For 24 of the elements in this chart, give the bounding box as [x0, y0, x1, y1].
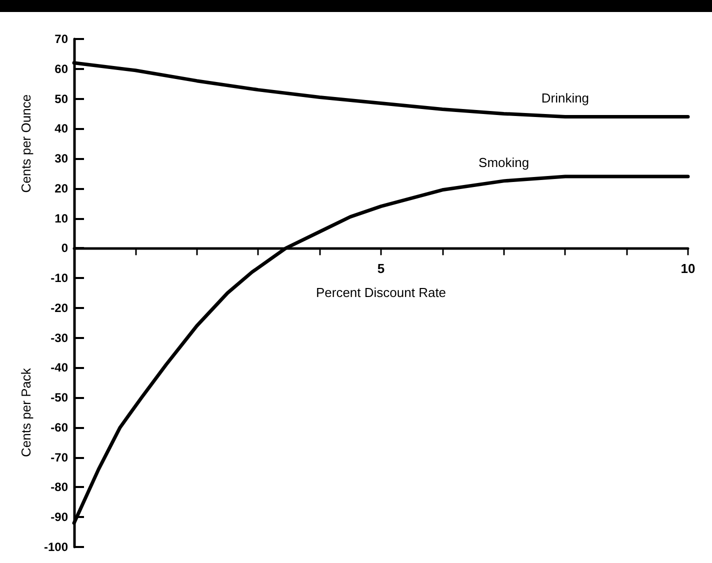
y-tick-label: 20 [54, 181, 68, 196]
y-tick-label: 60 [54, 62, 68, 76]
y-tick-label: 70 [54, 32, 68, 46]
y-tick-label: 50 [54, 92, 68, 106]
y-tick-label: -60 [50, 420, 68, 434]
y-tick-label: -80 [50, 480, 68, 494]
series-label: Smoking [478, 154, 530, 170]
text: Cents per Pack [18, 368, 34, 457]
y-tick-label: -30 [50, 330, 68, 345]
x-axis-title: Percent Discount Rate [316, 285, 446, 300]
y-tick-label: 40 [54, 122, 68, 136]
y-tick-label: -50 [50, 390, 68, 405]
y-tick-label: -90 [50, 510, 68, 524]
y-tick-label: -100 [44, 540, 68, 554]
y-tick-label: -20 [50, 300, 68, 315]
x-tick-label: 5 [377, 261, 385, 276]
y-tick-label: 10 [54, 211, 68, 226]
y-tick-label: -70 [50, 450, 68, 464]
y-tick-label: -10 [50, 271, 68, 286]
y-axis-title: Cents per Ounce [18, 94, 34, 193]
y-tick-label: 0 [61, 241, 68, 256]
series-label: Drinking [541, 90, 590, 106]
y-tick-label: -40 [50, 360, 68, 375]
y-tick-label: 30 [54, 152, 68, 166]
